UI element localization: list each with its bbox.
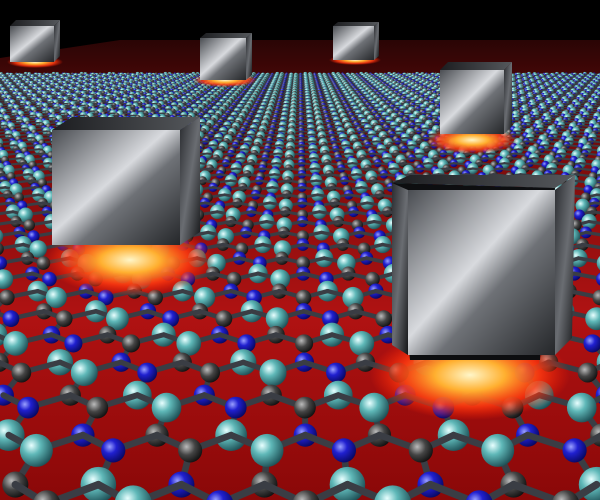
page: {} html, body { margin: 0; padding: 0; w… <box>0 20 600 500</box>
page-body: (() => { const svg = document.getElement… <box>0 20 600 500</box>
scene <box>0 20 600 500</box>
